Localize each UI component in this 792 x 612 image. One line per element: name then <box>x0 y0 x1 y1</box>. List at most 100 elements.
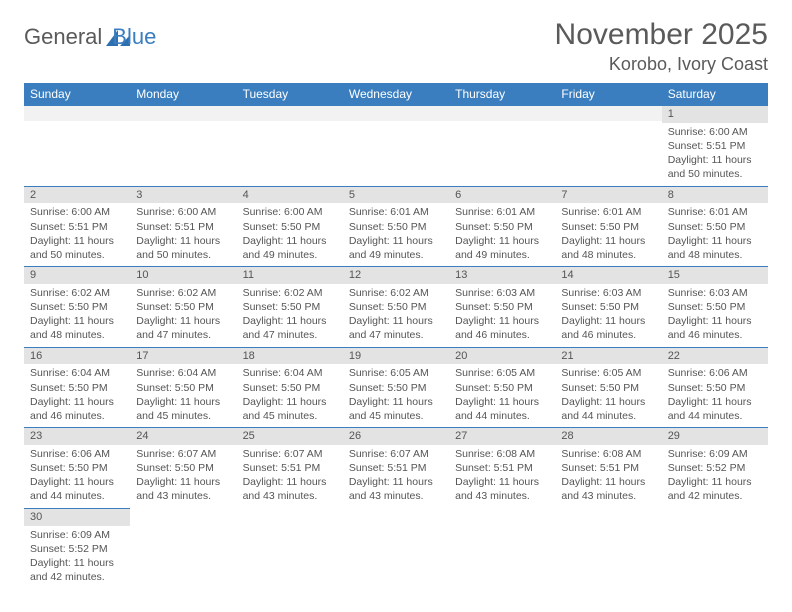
calendar-cell <box>343 508 449 589</box>
sunrise-text: Sunrise: 6:08 AM <box>455 447 549 461</box>
sunset-text: Sunset: 5:51 PM <box>30 220 124 234</box>
sunrise-text: Sunrise: 6:05 AM <box>455 366 549 380</box>
day-number: 21 <box>555 347 661 365</box>
sunrise-text: Sunrise: 6:01 AM <box>668 205 762 219</box>
daylight-text-line2: and 44 minutes. <box>561 409 655 423</box>
daylight-text-line2: and 49 minutes. <box>455 248 549 262</box>
calendar-cell <box>130 508 236 589</box>
daylight-text-line1: Daylight: 11 hours <box>243 395 337 409</box>
day-number: 16 <box>24 347 130 365</box>
title-box: November 2025 Korobo, Ivory Coast <box>555 18 768 75</box>
day-body: Sunrise: 6:00 AMSunset: 5:51 PMDaylight:… <box>662 123 768 186</box>
daylight-text-line1: Daylight: 11 hours <box>561 395 655 409</box>
daylight-text-line2: and 44 minutes. <box>668 409 762 423</box>
daylight-text-line1: Daylight: 11 hours <box>349 314 443 328</box>
daylight-text-line1: Daylight: 11 hours <box>30 395 124 409</box>
calendar-cell: 10Sunrise: 6:02 AMSunset: 5:50 PMDayligh… <box>130 266 236 347</box>
sunset-text: Sunset: 5:52 PM <box>668 461 762 475</box>
day-body: Sunrise: 6:05 AMSunset: 5:50 PMDaylight:… <box>343 364 449 427</box>
sunrise-text: Sunrise: 6:09 AM <box>30 528 124 542</box>
daylight-text-line2: and 46 minutes. <box>455 328 549 342</box>
day-body: Sunrise: 6:02 AMSunset: 5:50 PMDaylight:… <box>343 284 449 347</box>
day-number: 23 <box>24 427 130 445</box>
calendar-cell: 19Sunrise: 6:05 AMSunset: 5:50 PMDayligh… <box>343 347 449 428</box>
daylight-text-line2: and 50 minutes. <box>668 167 762 181</box>
day-body: Sunrise: 6:01 AMSunset: 5:50 PMDaylight:… <box>449 203 555 266</box>
weekday-header: Monday <box>130 83 236 105</box>
sunset-text: Sunset: 5:51 PM <box>136 220 230 234</box>
day-body: Sunrise: 6:07 AMSunset: 5:51 PMDaylight:… <box>237 445 343 508</box>
calendar-week-row: 2Sunrise: 6:00 AMSunset: 5:51 PMDaylight… <box>24 186 768 267</box>
weekday-header: Thursday <box>449 83 555 105</box>
daylight-text-line2: and 44 minutes. <box>30 489 124 503</box>
day-number: 5 <box>343 186 449 204</box>
sunset-text: Sunset: 5:50 PM <box>243 300 337 314</box>
sunrise-text: Sunrise: 6:07 AM <box>349 447 443 461</box>
day-number: 30 <box>24 508 130 526</box>
daylight-text-line1: Daylight: 11 hours <box>30 314 124 328</box>
calendar-cell: 18Sunrise: 6:04 AMSunset: 5:50 PMDayligh… <box>237 347 343 428</box>
day-body: Sunrise: 6:08 AMSunset: 5:51 PMDaylight:… <box>449 445 555 508</box>
sunset-text: Sunset: 5:50 PM <box>136 300 230 314</box>
daylight-text-line2: and 45 minutes. <box>349 409 443 423</box>
day-number: 4 <box>237 186 343 204</box>
calendar-table: Sunday Monday Tuesday Wednesday Thursday… <box>24 83 768 588</box>
day-number: 24 <box>130 427 236 445</box>
calendar-cell <box>555 508 661 589</box>
sunset-text: Sunset: 5:51 PM <box>349 461 443 475</box>
sunset-text: Sunset: 5:50 PM <box>668 381 762 395</box>
day-number: 10 <box>130 266 236 284</box>
daylight-text-line1: Daylight: 11 hours <box>136 234 230 248</box>
day-number: 22 <box>662 347 768 365</box>
day-number: 3 <box>130 186 236 204</box>
day-body: Sunrise: 6:01 AMSunset: 5:50 PMDaylight:… <box>343 203 449 266</box>
calendar-cell: 16Sunrise: 6:04 AMSunset: 5:50 PMDayligh… <box>24 347 130 428</box>
daylight-text-line2: and 44 minutes. <box>455 409 549 423</box>
calendar-cell <box>237 508 343 589</box>
sunrise-text: Sunrise: 6:04 AM <box>243 366 337 380</box>
daylight-text-line1: Daylight: 11 hours <box>668 153 762 167</box>
sunrise-text: Sunrise: 6:00 AM <box>136 205 230 219</box>
day-number: 26 <box>343 427 449 445</box>
daylight-text-line2: and 48 minutes. <box>561 248 655 262</box>
calendar-cell: 27Sunrise: 6:08 AMSunset: 5:51 PMDayligh… <box>449 427 555 508</box>
calendar-cell: 5Sunrise: 6:01 AMSunset: 5:50 PMDaylight… <box>343 186 449 267</box>
calendar-cell <box>449 508 555 589</box>
empty-day-bar <box>555 105 661 121</box>
day-number: 14 <box>555 266 661 284</box>
day-body: Sunrise: 6:09 AMSunset: 5:52 PMDaylight:… <box>662 445 768 508</box>
sunset-text: Sunset: 5:50 PM <box>349 381 443 395</box>
weekday-header: Saturday <box>662 83 768 105</box>
sunset-text: Sunset: 5:50 PM <box>561 381 655 395</box>
day-body: Sunrise: 6:04 AMSunset: 5:50 PMDaylight:… <box>237 364 343 427</box>
day-number: 27 <box>449 427 555 445</box>
sunrise-text: Sunrise: 6:01 AM <box>455 205 549 219</box>
day-number: 6 <box>449 186 555 204</box>
calendar-cell: 4Sunrise: 6:00 AMSunset: 5:50 PMDaylight… <box>237 186 343 267</box>
calendar-cell: 1Sunrise: 6:00 AMSunset: 5:51 PMDaylight… <box>662 105 768 186</box>
daylight-text-line1: Daylight: 11 hours <box>455 395 549 409</box>
empty-day-bar <box>130 105 236 121</box>
sunset-text: Sunset: 5:50 PM <box>136 461 230 475</box>
day-number: 19 <box>343 347 449 365</box>
daylight-text-line1: Daylight: 11 hours <box>455 475 549 489</box>
sunset-text: Sunset: 5:52 PM <box>30 542 124 556</box>
calendar-cell <box>449 105 555 186</box>
calendar-cell: 9Sunrise: 6:02 AMSunset: 5:50 PMDaylight… <box>24 266 130 347</box>
sunset-text: Sunset: 5:50 PM <box>30 381 124 395</box>
logo-text-general: General <box>24 24 102 50</box>
sunset-text: Sunset: 5:50 PM <box>30 461 124 475</box>
day-body: Sunrise: 6:03 AMSunset: 5:50 PMDaylight:… <box>555 284 661 347</box>
daylight-text-line2: and 47 minutes. <box>136 328 230 342</box>
daylight-text-line1: Daylight: 11 hours <box>349 234 443 248</box>
day-number: 9 <box>24 266 130 284</box>
daylight-text-line2: and 42 minutes. <box>30 570 124 584</box>
day-body: Sunrise: 6:03 AMSunset: 5:50 PMDaylight:… <box>662 284 768 347</box>
daylight-text-line1: Daylight: 11 hours <box>30 556 124 570</box>
day-body: Sunrise: 6:09 AMSunset: 5:52 PMDaylight:… <box>24 526 130 589</box>
daylight-text-line1: Daylight: 11 hours <box>668 395 762 409</box>
sunrise-text: Sunrise: 6:05 AM <box>561 366 655 380</box>
day-body: Sunrise: 6:06 AMSunset: 5:50 PMDaylight:… <box>24 445 130 508</box>
daylight-text-line2: and 48 minutes. <box>668 248 762 262</box>
calendar-cell: 30Sunrise: 6:09 AMSunset: 5:52 PMDayligh… <box>24 508 130 589</box>
